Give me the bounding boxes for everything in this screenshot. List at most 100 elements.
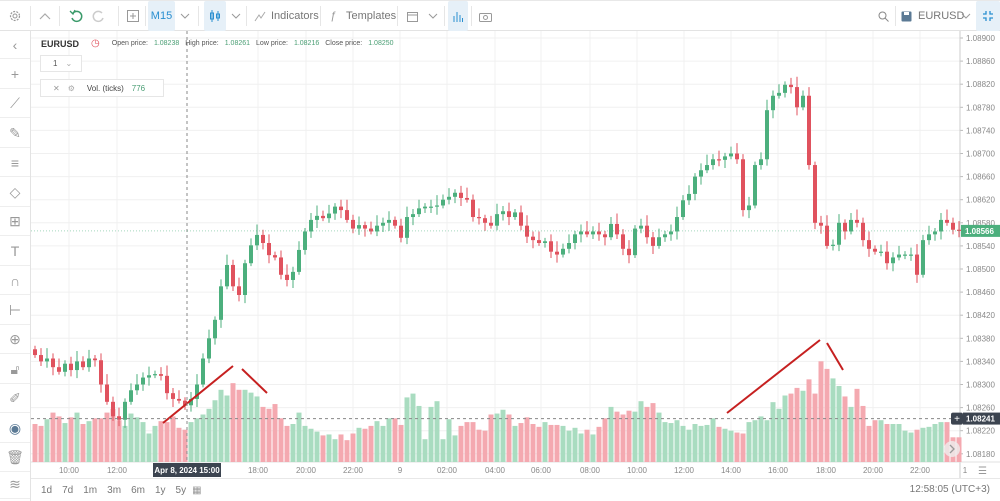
volume-bar [926, 426, 932, 462]
candle-body [69, 363, 73, 371]
candle-body [891, 257, 895, 264]
zoom-in-icon[interactable]: ⊕ [0, 326, 30, 354]
current-price-label-bg [961, 224, 1000, 237]
candle-body [291, 271, 295, 280]
pattern-icon[interactable]: ⊞ [0, 208, 30, 236]
range-6m[interactable]: 6m [131, 484, 145, 496]
text-icon[interactable]: T [0, 238, 30, 266]
volume-bar [776, 408, 782, 462]
price-axis-label: 1.08820 [966, 80, 995, 89]
goto-date-calendar-icon[interactable]: ▦ [192, 484, 202, 496]
settings-gear-icon[interactable] [2, 1, 28, 31]
volume-bars-icon[interactable] [448, 1, 468, 31]
volume-bar [578, 433, 584, 462]
templates-button[interactable]: Templates [346, 10, 397, 22]
price-axis-label: 1.08740 [966, 126, 995, 135]
search-icon[interactable] [874, 1, 892, 31]
volume-bar [692, 424, 698, 462]
polygon-icon[interactable]: ◇ [0, 179, 30, 207]
add-symbol-icon[interactable] [123, 1, 143, 31]
templates-function-icon[interactable]: ƒ [329, 10, 337, 22]
fullscreen-exit-icon[interactable] [976, 1, 1000, 31]
candle-body [99, 360, 103, 385]
candle-body [321, 215, 325, 219]
volume-bar [374, 421, 380, 462]
timeframe-chevron-down-icon[interactable] [177, 1, 193, 31]
volume-bar [260, 406, 266, 462]
pane-selector[interactable]: 1 ⌄ [40, 55, 82, 72]
candle-body [459, 192, 463, 198]
candle-body [297, 249, 301, 272]
candle-body [495, 214, 499, 226]
volume-bar [68, 417, 74, 462]
trash-icon[interactable]: 🗑︎ [0, 444, 30, 472]
timeframe-button[interactable]: M15 [148, 1, 175, 31]
crosshair-icon[interactable]: + [0, 61, 30, 89]
candle-body [417, 208, 421, 215]
candle-body [813, 165, 817, 223]
layout-name-button[interactable]: EURUSD [918, 10, 965, 22]
price-chart[interactable]: 1.08900 1.08860 1.08820 1.08780 1.08740 1.087… [31, 31, 1000, 478]
time-axis-label: 14:00 [721, 466, 742, 475]
candle-body [267, 243, 271, 256]
indicators-button[interactable]: Indicators [271, 10, 319, 22]
candle-body [285, 274, 289, 280]
candle-body [657, 237, 661, 246]
undo-icon[interactable] [66, 1, 86, 31]
candle-body [861, 222, 865, 241]
candle-body [633, 228, 637, 256]
range-7d[interactable]: 7d [62, 484, 74, 496]
save-layout-icon[interactable] [898, 1, 914, 31]
range-1d[interactable]: 1d [41, 484, 53, 496]
volume-bar [800, 390, 806, 462]
edit-icon[interactable]: ✐ [0, 385, 30, 413]
calendar-icon[interactable] [403, 1, 421, 31]
candle-body [159, 374, 163, 376]
range-3m[interactable]: 3m [107, 484, 122, 496]
redo-icon[interactable] [89, 1, 109, 31]
candle-body [753, 165, 757, 206]
candle-body [717, 159, 721, 161]
collapse-chevron-up-icon[interactable] [33, 1, 57, 31]
calendar-chevron-down-icon[interactable] [425, 1, 441, 31]
range-1y[interactable]: 1y [154, 484, 166, 496]
pane-chevron-down-icon: ⌄ [65, 59, 73, 68]
measure-icon[interactable]: ⊢ [0, 297, 30, 325]
magnet-icon[interactable]: ∩ [0, 267, 30, 295]
volume-bar [128, 413, 134, 462]
indicators-icon[interactable] [252, 1, 268, 31]
candlestick-type-icon[interactable] [204, 1, 226, 31]
open-value: 1.08238 [153, 40, 180, 47]
volume-bar [902, 430, 908, 462]
eye-icon[interactable]: ◉ [0, 415, 30, 443]
clock-timezone[interactable]: 12:58:05 (UTC+3) [909, 484, 990, 495]
candle-body [351, 219, 355, 229]
range-1m[interactable]: 1m [83, 484, 98, 496]
remove-indicator-close-icon[interactable]: ✕ [53, 83, 60, 93]
range-5y[interactable]: 5y [175, 484, 187, 496]
time-axis-label: 12:00 [107, 466, 128, 475]
layers-icon[interactable]: ≋ [0, 471, 30, 499]
chart-type-chevron-down-icon[interactable] [228, 1, 244, 31]
volume-bar [698, 425, 704, 462]
lock-icon[interactable]: 🔓︎ [0, 356, 30, 384]
volume-bar [524, 417, 530, 462]
axis-settings-icon: ☰ [978, 466, 987, 477]
volume-bar [488, 414, 494, 462]
indicator-settings-gear-icon[interactable]: ⚙ [67, 83, 75, 93]
volume-bar [332, 439, 338, 462]
volume-bar [920, 427, 926, 462]
volume-bar [284, 425, 290, 462]
camera-screenshot-icon[interactable] [476, 1, 494, 31]
chevron-left-icon[interactable]: ‹ [0, 31, 30, 59]
volume-bar [854, 388, 860, 462]
candle-body [105, 384, 109, 402]
trend-line-icon[interactable]: ⟋ [0, 90, 30, 118]
candle-body [513, 212, 517, 218]
volume-bar [596, 426, 602, 462]
low-label: Low price: [256, 40, 288, 47]
parallel-channel-icon[interactable]: ≡ [0, 149, 30, 177]
layout-chevron-down-icon[interactable] [958, 1, 974, 31]
brush-icon[interactable]: ✎ [0, 120, 30, 148]
volume-bar [380, 425, 386, 462]
